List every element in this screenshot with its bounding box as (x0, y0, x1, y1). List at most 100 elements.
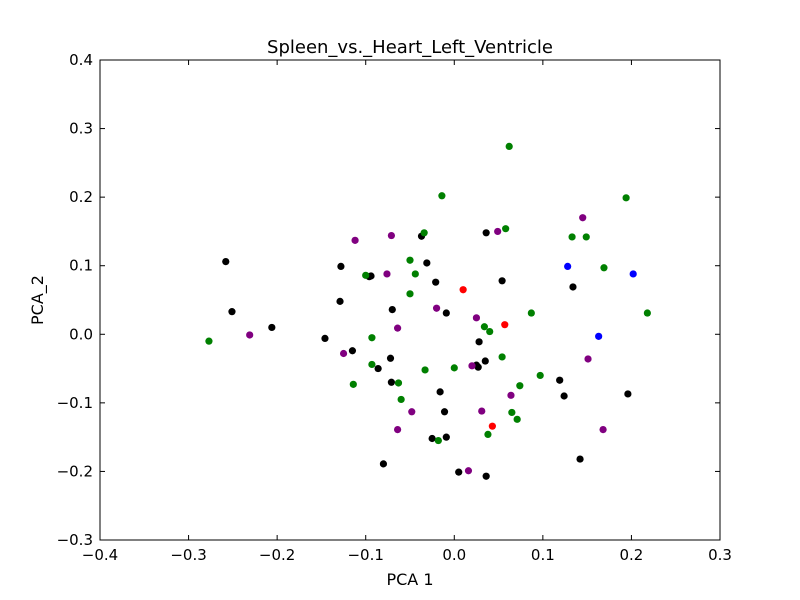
ticks-layer: −0.4 −0.3 −0.2 −0.1 0.0 0.1 0.2 0.3−0.3−0.2−0.1… (57, 51, 732, 564)
scatter-point (374, 364, 382, 373)
scatter-point (436, 388, 444, 396)
x-tick-label: −0.1 (347, 546, 383, 564)
scatter-point (383, 270, 391, 278)
scatter-point (486, 327, 494, 336)
y-tick-label: 0.0 (69, 325, 93, 343)
scatter-point (527, 309, 535, 317)
axes-background (100, 60, 720, 540)
y-tick-label: 0.3 (69, 120, 93, 138)
scatter-point (599, 426, 607, 434)
scatter-point (502, 225, 510, 233)
scatter-point (442, 433, 450, 441)
scatter-point (508, 408, 516, 417)
scatter-point (368, 360, 376, 369)
scatter-point (388, 306, 396, 314)
scatter-point (387, 231, 395, 240)
scatter-point (362, 271, 370, 279)
scatter-point (268, 323, 276, 332)
x-tick-label: 0.1 (531, 546, 555, 564)
scatter-point (408, 408, 416, 416)
scatter-point (246, 331, 254, 339)
scatter-point (468, 362, 476, 370)
x-tick-label: −0.3 (170, 546, 206, 564)
scatter-point (569, 283, 577, 291)
scatter-point (556, 376, 564, 384)
scatter-point (432, 304, 441, 312)
scatter-point (367, 272, 375, 280)
scatter-point (568, 233, 576, 241)
scatter-point (600, 264, 608, 272)
scatter-point (560, 392, 568, 400)
scatter-point (629, 270, 637, 278)
scatter-point (434, 436, 442, 445)
scatter-point (351, 236, 359, 244)
scatter-point (472, 314, 481, 322)
x-tick-label: −0.2 (259, 546, 295, 564)
scatter-point (428, 434, 436, 443)
scatter-point (505, 142, 513, 150)
y-tick-label: −0.2 (57, 462, 93, 480)
scatter-point (440, 408, 449, 416)
scatter-point (501, 321, 509, 329)
scatter-point (394, 379, 403, 387)
y-tick-label: −0.3 (57, 531, 93, 549)
scatter-point (336, 297, 344, 305)
plot-area (100, 60, 720, 540)
scatter-point (624, 390, 632, 398)
scatter-point (222, 258, 230, 266)
scatter-point (494, 227, 502, 236)
scatter-point (481, 357, 489, 365)
scatter-point (582, 233, 590, 241)
scatter-point (420, 229, 428, 237)
x-tick-label: 0.3 (708, 546, 732, 564)
scatter-point (484, 430, 492, 438)
scatter-point (516, 382, 524, 390)
scatter-point (368, 334, 376, 342)
scatter-point (576, 455, 584, 463)
y-tick-label: 0.2 (69, 188, 93, 206)
x-tick-label: −0.4 (82, 546, 118, 564)
points-layer (205, 142, 651, 480)
x-axis-label: PCA 1 (386, 570, 433, 589)
scatter-point (339, 349, 348, 358)
scatter-point (478, 407, 486, 415)
scatter-point (406, 290, 414, 298)
scatter-point (579, 214, 587, 222)
chart-title: Spleen_vs._Heart_Left_Ventricle (267, 37, 553, 58)
scatter-point (421, 366, 429, 374)
scatter-point (459, 286, 467, 294)
x-tick-label: 0.0 (442, 546, 466, 564)
scatter-point (348, 347, 357, 355)
scatter-point (394, 324, 402, 332)
scatter-point (464, 467, 473, 475)
scatter-point (498, 353, 506, 361)
scatter-point (406, 256, 414, 264)
scatter-point (423, 259, 431, 267)
scatter-point (507, 391, 515, 399)
y-tick-label: 0.4 (69, 51, 93, 69)
scatter-point (442, 309, 450, 317)
scatter-point (337, 262, 345, 270)
scatter-point (397, 395, 405, 404)
scatter-point (564, 262, 572, 270)
y-tick-label: −0.1 (57, 394, 93, 412)
scatter-point (498, 277, 506, 285)
scatter-point (482, 472, 490, 480)
scatter-point (438, 192, 446, 200)
scatter-point (595, 332, 603, 340)
scatter-point (480, 323, 488, 331)
scatter-point (474, 363, 482, 371)
scatter-point (387, 378, 395, 386)
y-tick-label: 0.1 (69, 257, 93, 275)
scatter-point (321, 334, 329, 342)
scatter-point (228, 308, 236, 316)
x-tick-label: 0.2 (619, 546, 643, 564)
scatter-point (394, 426, 402, 434)
scatter-point (386, 354, 395, 362)
scatter-point (450, 364, 458, 372)
scatter-point (513, 415, 521, 423)
scatter-point (488, 422, 496, 430)
axes-frame (99, 59, 721, 541)
scatter-point (411, 270, 419, 278)
scatter-point (432, 278, 440, 286)
